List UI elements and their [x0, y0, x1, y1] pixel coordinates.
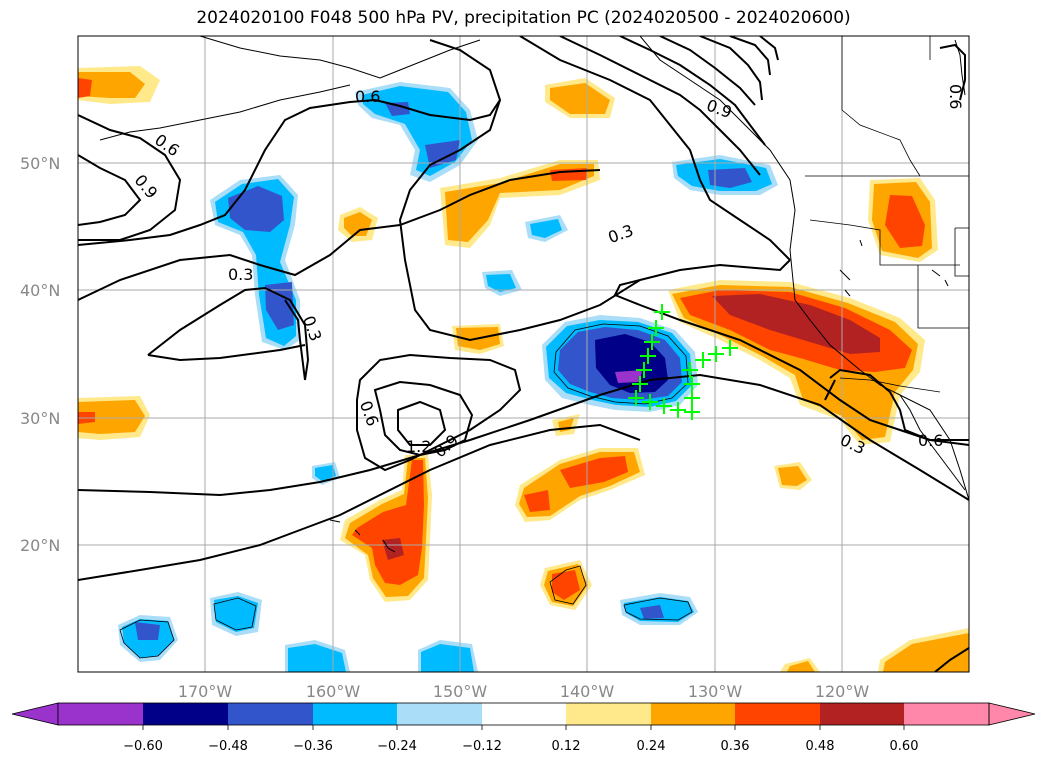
lat-label: 50°N — [20, 154, 60, 173]
contour-label: 1.2 — [406, 437, 431, 456]
colorbar-tick-label: −0.36 — [293, 739, 333, 754]
political-borders — [805, 36, 969, 393]
latitude-labels: 50°N 40°N 30°N 20°N — [20, 154, 60, 555]
lon-label: 150°W — [433, 682, 488, 701]
colorbar-bin — [651, 703, 735, 725]
colorbar-bin — [228, 703, 313, 725]
colorbar-bin — [313, 703, 397, 725]
colorbar-tick-label: −0.60 — [123, 739, 163, 754]
lat-label: 30°N — [20, 409, 60, 428]
gridlines — [78, 36, 969, 672]
map-panel: 0.6 0.6 0.9 0.3 0.3 0.3 0.6 1.2 0.9 0.3 … — [78, 36, 969, 672]
precip-negative-anomalies — [118, 82, 778, 672]
colorbar-tick-label: 0.12 — [552, 739, 581, 754]
lon-label: 120°W — [815, 682, 870, 701]
lon-label: 140°W — [560, 682, 615, 701]
contour-label: 0.6 — [946, 84, 965, 109]
colorbar-bin — [397, 703, 482, 725]
colorbar-bin — [143, 703, 228, 725]
precip-positive-anomalies — [78, 66, 969, 672]
contour-label: 0.6 — [918, 431, 943, 450]
colorbar-bin — [58, 703, 143, 725]
colorbar-tick-label: 0.24 — [637, 739, 666, 754]
colorbar-tick-label: 0.36 — [721, 739, 750, 754]
colorbar-tick-label: −0.24 — [377, 739, 417, 754]
precip-outline-contours — [119, 323, 693, 659]
pv-contours — [78, 36, 969, 672]
colorbar-bin — [904, 703, 989, 725]
colorbar-bin — [820, 703, 904, 725]
lon-label: 160°W — [306, 682, 361, 701]
colorbar-extend-max — [988, 702, 1036, 726]
contour-label: 0.6 — [355, 87, 380, 106]
contour-label: 0.3 — [228, 265, 253, 284]
obs-markers — [628, 304, 738, 420]
map-frame — [77, 35, 970, 673]
map-title: 2024020100 F048 500 hPa PV, precipitatio… — [196, 8, 851, 28]
colorbar-tick-label: 0.48 — [806, 739, 835, 754]
longitude-labels: 170°W 160°W 150°W 140°W 130°W 120°W — [178, 682, 870, 701]
coastlines — [99, 36, 969, 553]
colorbar-bin — [566, 703, 651, 725]
colorbar-extend-min — [11, 702, 59, 726]
colorbar-tick-label: −0.12 — [462, 739, 502, 754]
lat-label: 20°N — [20, 536, 60, 555]
colorbar-tick-label: 0.60 — [890, 739, 919, 754]
lon-label: 170°W — [178, 682, 233, 701]
lat-label: 40°N — [20, 281, 60, 300]
colorbar-tick-label: −0.48 — [208, 739, 248, 754]
lon-label: 130°W — [688, 682, 743, 701]
colorbar: −0.60 −0.48 −0.36 −0.24 −0.12 0.12 0.24 … — [11, 702, 1036, 754]
colorbar-bin — [735, 703, 820, 725]
colorbar-bin — [482, 703, 566, 725]
